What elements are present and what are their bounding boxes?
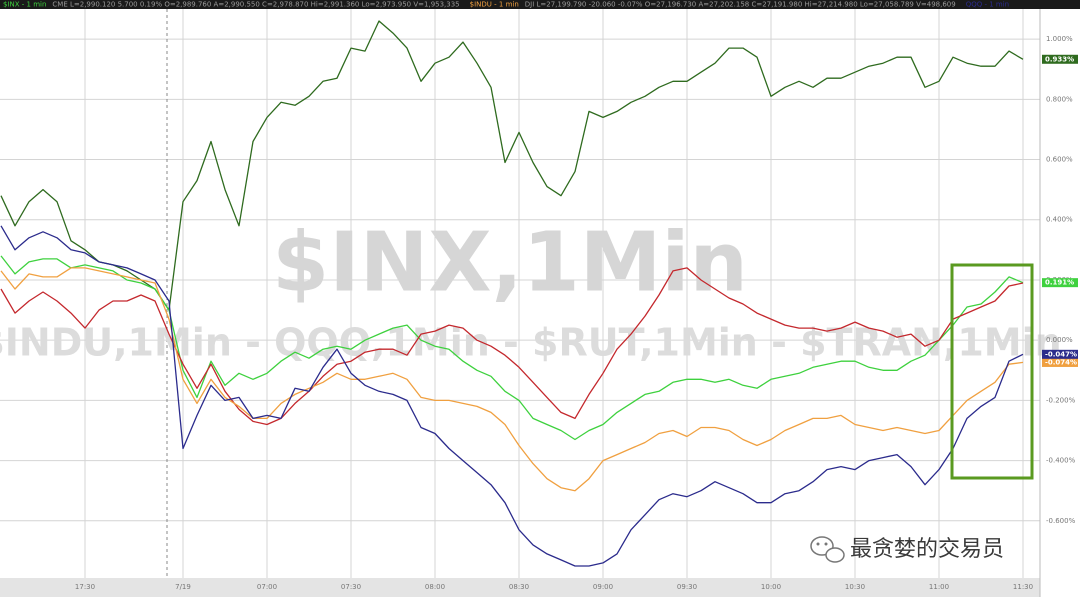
- header-bar: [0, 0, 1080, 9]
- x-tick-label: 08:00: [425, 583, 445, 591]
- end-label-box: [1042, 357, 1078, 367]
- series-line: [0, 20, 1024, 311]
- x-tick-label: 11:00: [929, 583, 949, 591]
- x-tick-label: 07:00: [257, 583, 277, 591]
- x-tick-label: 10:30: [845, 583, 865, 591]
- x-tick-label: 07:30: [341, 583, 361, 591]
- lines: [0, 20, 1024, 567]
- y-tick-label: 0.800%: [1046, 95, 1073, 103]
- end-label-box: [1042, 54, 1078, 64]
- y-tick-label: -0.400%: [1046, 457, 1076, 465]
- header: $INX - 1 min CME L=2,990.120 5.700 0.19% …: [3, 1, 1009, 9]
- highlight-box: [950, 263, 1034, 480]
- legend-quote: DJI L=27,199.790 -20.060 -0.07% O=27,196…: [525, 1, 956, 9]
- x-tick-label: 7/19: [175, 583, 191, 591]
- end-label: 0.933%: [1045, 55, 1074, 63]
- x-tick-label: 08:30: [509, 583, 529, 591]
- y-tick-label: 0.000%: [1046, 336, 1073, 344]
- y-tick-label: 1.000%: [1046, 35, 1073, 43]
- brand-logo: [810, 536, 845, 563]
- x-tick-label: 09:30: [677, 583, 697, 591]
- series-line: [0, 225, 1024, 567]
- end-label: -0.047%: [1045, 350, 1077, 358]
- end-label: -0.074%: [1045, 358, 1077, 366]
- y-tick-label: -0.200%: [1046, 396, 1076, 404]
- series-line: [0, 267, 1024, 426]
- brand: 最贪婪的交易员: [850, 537, 1004, 562]
- end-label-box: [1042, 278, 1078, 288]
- x-tick-label: 10:00: [761, 583, 781, 591]
- end-label-box: [1042, 349, 1078, 359]
- x-tick-label: 09:00: [593, 583, 613, 591]
- x-tick-label: 11:30: [1013, 583, 1033, 591]
- x-axis-strip: [0, 578, 1040, 597]
- y-tick-label: 0.400%: [1046, 216, 1073, 224]
- y-tick-label: 0.600%: [1046, 156, 1073, 164]
- legend-entry: QQQ - 1 min: [966, 1, 1009, 9]
- legend-entry: $INX - 1 min: [3, 1, 46, 9]
- watermark: $INX,1Min: [272, 215, 748, 310]
- y-tick-label: -0.600%: [1046, 517, 1076, 525]
- x-tick-label: 17:30: [75, 583, 95, 591]
- watermark-sub: $INDU,1Min - QQQ,1Min - $RUT,1Min - $TRA…: [0, 321, 1062, 365]
- legend-entry: $INDU - 1 min: [470, 1, 519, 9]
- legend-quote: CME L=2,990.120 5.700 0.19% O=2,989.760 …: [52, 1, 459, 9]
- grid: [0, 9, 1040, 578]
- end-label: 0.191%: [1045, 279, 1074, 287]
